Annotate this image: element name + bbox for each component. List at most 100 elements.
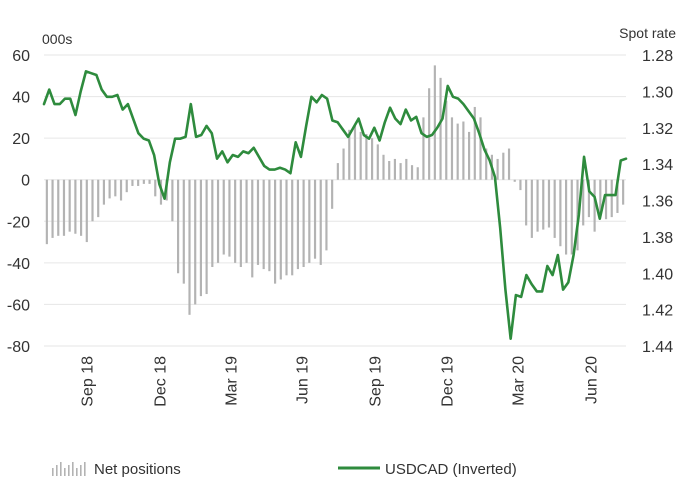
net-position-bar [479,117,482,180]
net-position-bar [142,179,145,184]
net-position-bar [348,129,351,180]
net-position-bar [547,179,551,228]
x-tick-label: Jun 19 [295,356,312,404]
legend-bar-mark [72,462,74,476]
net-position-bar [604,179,608,220]
x-tick-label: Jun 20 [584,356,601,404]
net-position-bar [194,179,197,305]
x-tick-label: Dec 18 [153,356,170,407]
net-position-bar [57,179,60,236]
net-position-bar [536,179,539,232]
net-position-bar [622,179,625,205]
net-position-bar [439,77,442,180]
net-position-bar [542,179,545,230]
net-position-bar [456,123,459,180]
net-position-bar [365,133,368,180]
net-position-bar [274,179,277,284]
x-tick-label: Sep 18 [80,356,97,407]
net-position-bar [108,179,111,199]
left-tick-label: 0 [21,173,30,190]
net-position-bar [302,179,305,268]
x-tick-label: Mar 20 [511,356,528,406]
net-positions-bars [45,65,625,315]
x-axis: Sep 18 Dec 18 Mar 19 Jun 19 Sep 19 Dec 19 Mar … [80,356,601,407]
x-tick-label: Mar 19 [224,356,241,406]
net-position-bar [599,179,602,216]
net-position-bar [342,148,345,180]
legend-item-net-positions: Net positions [52,461,181,478]
net-position-bar [182,179,185,284]
right-tick-label: 1.34 [642,157,673,174]
net-position-bar [205,179,208,295]
right-tick-label: 1.32 [642,121,673,138]
legend-bar-mark [56,465,58,476]
net-position-bar [119,179,123,201]
right-axis: Spot rate 1.28 1.30 1.32 1.34 1.36 1.38 1.40 1.… [619,25,676,356]
net-position-bar [177,179,180,274]
net-position-bar [234,179,237,263]
net-position-bar [399,163,402,180]
net-position-bar [262,179,265,270]
net-position-bar [199,179,202,297]
usdcad-inverted-line [42,70,628,341]
net-position-bar [473,106,476,180]
net-position-bar [371,138,374,180]
legend-bar-mark [52,468,54,476]
net-position-bar [616,179,619,213]
net-position-bar [393,158,396,180]
legend: Net positions USDCAD (Inverted) [52,461,517,478]
net-position-bar [245,179,248,263]
net-position-bar [376,144,379,180]
net-position-bar [587,179,590,218]
right-tick-label: 1.30 [642,84,673,101]
net-position-bar [359,131,362,180]
net-position-bar [582,179,585,226]
legend-item-usdcad: USDCAD (Inverted) [338,461,517,478]
left-tick-label: 40 [12,90,30,107]
net-position-bar [468,131,471,180]
net-position-bar [502,152,505,180]
right-tick-label: 1.28 [642,48,673,65]
net-position-bar [251,179,254,278]
net-position-bar [74,179,77,234]
net-position-bar [222,179,225,255]
legend-bar-mark [64,468,66,476]
net-position-bar [319,179,322,265]
x-tick-label: Sep 19 [368,356,385,407]
right-tick-label: 1.36 [642,194,673,211]
legend-bar-mark [60,462,62,476]
left-tick-label: -40 [7,256,30,273]
left-axis-unit-label: 000s [42,31,72,47]
legend-bar-mark [84,462,86,476]
net-position-bar [256,179,260,265]
legend-net-positions-label: Net positions [94,461,181,478]
left-tick-label: -60 [7,297,30,314]
net-position-bar [188,179,191,315]
net-position-bar [279,179,282,280]
left-axis: 000s 60 40 20 0 -20 -40 -60 -80 [7,31,72,356]
legend-bar-mark [68,465,70,476]
net-position-bar [216,179,220,263]
net-position-bar [433,65,436,180]
net-position-bar [325,179,328,251]
net-position-bar [485,148,488,180]
net-position-bar [85,179,88,243]
left-tick-label: 60 [12,48,30,65]
net-position-bar [519,179,522,191]
net-position-bar [62,179,66,236]
net-position-bar [211,179,214,268]
left-tick-label: -80 [7,339,30,356]
net-position-bar [593,179,596,232]
net-position-bar [570,179,573,255]
left-tick-label: -20 [7,214,30,231]
net-position-bar [51,179,54,238]
net-position-bar [296,179,299,270]
net-position-bar [507,148,511,180]
net-position-bar [353,125,357,180]
net-position-bar [125,179,128,193]
net-position-bar [285,179,288,276]
right-tick-label: 1.42 [642,303,673,320]
net-position-bar [308,179,311,263]
